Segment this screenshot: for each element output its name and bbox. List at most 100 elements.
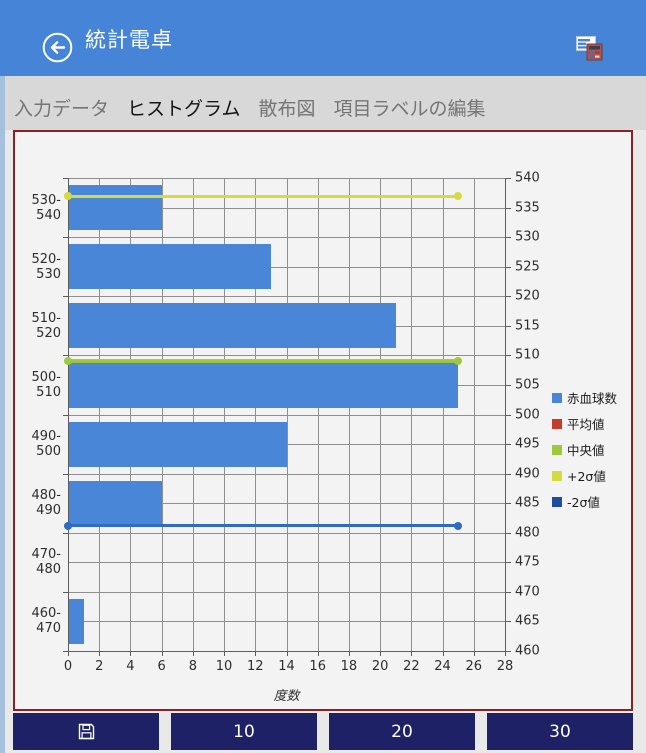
right-axis-label: 540 [515, 170, 540, 186]
x-axis-tick [505, 651, 506, 656]
x-axis-tick [161, 651, 163, 656]
tab-input-data[interactable]: 入力データ [14, 98, 110, 120]
right-axis-label: 535 [515, 200, 540, 216]
x-axis-label: 22 [403, 659, 420, 674]
right-axis-tick [505, 414, 511, 416]
histogram-bar [68, 421, 287, 467]
right-axis-tick [505, 591, 511, 593]
legend-item: 中央値 [552, 440, 617, 459]
page-title: 統計電卓 [85, 28, 173, 52]
legend-label: +2σ値 [567, 469, 606, 484]
right-axis-label: 520 [515, 288, 540, 304]
x-axis-label: 4 [126, 659, 135, 674]
right-axis-label: 485 [515, 495, 540, 511]
legend-label: 平均値 [567, 417, 605, 432]
stat-line-endpoint [454, 521, 463, 530]
tab-histogram[interactable]: ヒストグラム [127, 98, 241, 120]
x-axis-label: 14 [278, 659, 295, 674]
category-label: 520-530 [31, 251, 61, 282]
stat-line-minus2sigma [68, 524, 459, 528]
save-icon [78, 723, 94, 740]
right-axis-label: 480 [515, 525, 540, 541]
gridline-vertical [380, 178, 382, 651]
right-axis-label: 525 [515, 259, 540, 275]
legend-swatch [552, 496, 562, 507]
x-axis-tick [411, 651, 413, 656]
right-axis-label: 470 [515, 584, 540, 600]
x-axis-tick [286, 651, 288, 656]
save-button[interactable] [13, 713, 159, 750]
category-label: 490-500 [31, 429, 61, 460]
legend-item: 平均値 [552, 414, 617, 433]
gridline-vertical [224, 178, 226, 651]
legend-swatch [552, 392, 562, 403]
button-20[interactable]: 20 [329, 713, 475, 750]
gridline-vertical [192, 178, 194, 651]
gridline-vertical [442, 178, 444, 651]
right-axis-label: 510 [515, 347, 540, 363]
x-axis-label: 12 [247, 659, 264, 674]
tab-bar: 入力データ ヒストグラム 散布図 項目ラベルの編集 [0, 76, 646, 130]
gridline-vertical [317, 178, 319, 651]
right-axis-tick [505, 384, 511, 386]
stat-line-endpoint [64, 357, 72, 366]
right-value-axis-line [505, 178, 506, 652]
right-axis-label: 495 [515, 436, 540, 452]
x-axis-tick [224, 651, 226, 656]
x-axis-tick [99, 651, 101, 656]
gridline-vertical [411, 178, 413, 651]
x-axis-tick [192, 651, 194, 656]
right-axis-tick [505, 473, 511, 475]
legend-swatch [552, 444, 562, 455]
right-axis-tick [505, 562, 511, 564]
right-axis-label: 475 [515, 554, 540, 570]
stats-calculator-icon [576, 36, 603, 61]
y-axis-line [68, 178, 69, 652]
x-axis-label: 26 [465, 659, 483, 674]
right-axis-label: 530 [515, 229, 540, 245]
app-header: 統計電卓 [0, 0, 646, 76]
x-axis-label: 20 [371, 659, 389, 674]
category-axis-tick [63, 651, 68, 652]
right-axis-label: 465 [515, 613, 540, 629]
x-axis-label: 10 [215, 659, 233, 674]
x-axis-label: 2 [95, 659, 104, 674]
gridline-vertical [473, 178, 475, 651]
gridline-vertical [99, 178, 101, 651]
histogram-bar [68, 480, 162, 526]
x-axis-tick [473, 651, 475, 656]
x-axis-tick [68, 651, 69, 656]
gridline-vertical [161, 178, 163, 651]
legend-item: +2σ値 [552, 466, 617, 485]
category-axis-tick [63, 178, 68, 179]
category-axis-tick [63, 237, 68, 239]
histogram-bar [68, 244, 271, 290]
right-axis-tick [505, 503, 511, 505]
button-10[interactable]: 10 [171, 713, 317, 750]
back-button[interactable] [42, 32, 73, 63]
right-axis-tick [505, 237, 511, 239]
category-label: 460-470 [31, 606, 61, 637]
x-axis-tick [130, 651, 132, 656]
x-axis-tick [348, 651, 350, 656]
category-axis-tick [63, 591, 68, 593]
tab-edit-item-labels[interactable]: 項目ラベルの編集 [333, 98, 486, 120]
stat-line-endpoint [64, 521, 72, 530]
chart-panel: 460 465 470 475 480 485 490 495 500 505 510 515 520 5… [13, 130, 633, 711]
histogram-bar [68, 185, 162, 231]
right-axis-label: 490 [515, 466, 540, 482]
category-axis-tick [63, 355, 68, 357]
gridline-vertical [348, 178, 350, 651]
right-axis-tick [505, 621, 511, 623]
legend-label: 中央値 [567, 443, 605, 458]
histogram-bar [68, 362, 459, 408]
right-axis-label: 460 [515, 643, 540, 659]
category-label: 470-480 [31, 547, 61, 578]
x-axis-label: 6 [157, 659, 166, 674]
stat-line-endpoint [454, 357, 463, 366]
x-axis-tick [317, 651, 319, 656]
gridline-vertical [130, 178, 132, 651]
button-30[interactable]: 30 [487, 713, 633, 750]
tab-scatter-plot[interactable]: 散布図 [258, 98, 316, 120]
histogram-bar [68, 598, 84, 644]
